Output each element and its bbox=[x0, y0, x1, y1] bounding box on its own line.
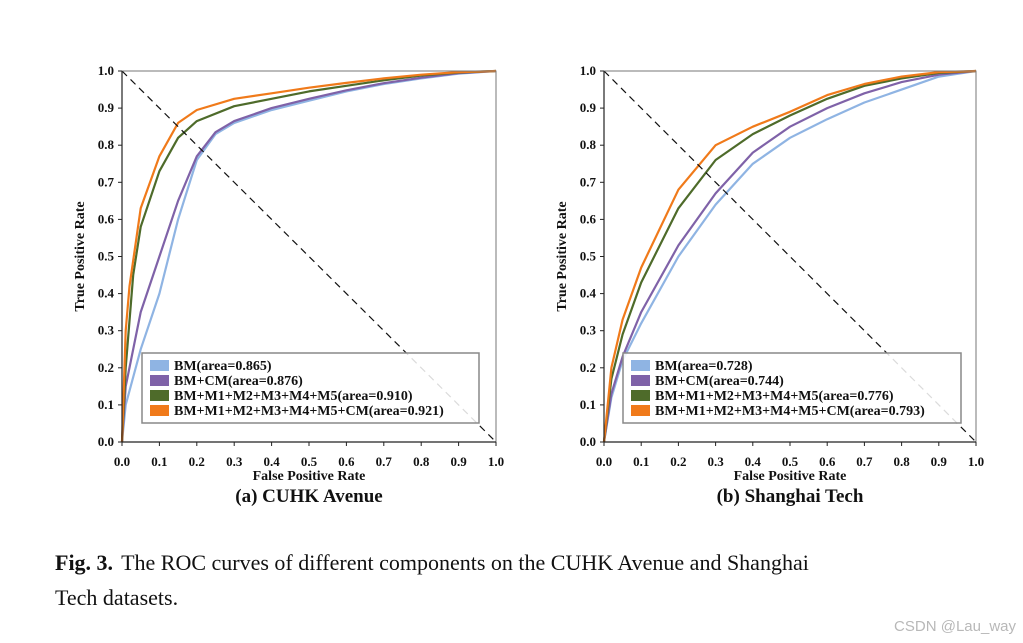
x-tick-label: 0.4 bbox=[745, 454, 762, 469]
x-tick-label: 0.6 bbox=[338, 454, 355, 469]
legend-label: BM(area=0.728) bbox=[655, 359, 753, 374]
legend-label: BM+M1+M2+M3+M4+M5+CM(area=0.793) bbox=[655, 404, 925, 419]
x-tick-label: 0.3 bbox=[707, 454, 724, 469]
y-axis-label: True Positive Rate bbox=[73, 201, 88, 311]
y-tick-label: 0.7 bbox=[580, 174, 597, 189]
y-tick-label: 0.1 bbox=[580, 397, 596, 412]
caption-text: The ROC curves of different components o… bbox=[121, 550, 809, 575]
y-tick-label: 0.0 bbox=[98, 434, 114, 449]
y-tick-label: 0.4 bbox=[98, 286, 115, 301]
y-tick-label: 0.9 bbox=[98, 100, 115, 115]
x-tick-label: 0.7 bbox=[376, 454, 393, 469]
y-tick-label: 0.3 bbox=[98, 323, 115, 338]
roc-chart-1: 0.0 0.1 0.2 0.3 0.4 0.5 0.6 0.7 0.8 0.9 1.0 0.0 0.1 0… bbox=[73, 63, 504, 507]
x-tick-label: 0.5 bbox=[301, 454, 318, 469]
series-line-2 bbox=[120, 69, 497, 443]
x-tick-label: 0.1 bbox=[151, 454, 167, 469]
y-tick-label: 0.1 bbox=[98, 397, 114, 412]
x-tick-label: 0.7 bbox=[856, 454, 873, 469]
series-line-3 bbox=[602, 69, 977, 443]
series-line-4 bbox=[602, 69, 977, 443]
x-tick-label: 0.6 bbox=[819, 454, 836, 469]
x-tick-label: 0.2 bbox=[189, 454, 205, 469]
y-tick-label: 0.2 bbox=[580, 360, 596, 375]
y-tick-label: 0.5 bbox=[580, 249, 597, 264]
x-tick-label: 1.0 bbox=[968, 454, 984, 469]
legend-label: BM+M1+M2+M3+M4+M5+CM(area=0.921) bbox=[174, 404, 444, 419]
x-axis-label: False Positive Rate bbox=[253, 469, 366, 484]
x-tick-label: 0.1 bbox=[633, 454, 649, 469]
legend-label: BM+M1+M2+M3+M4+M5(area=0.910) bbox=[174, 389, 413, 404]
legend-swatch bbox=[631, 360, 650, 371]
x-tick-label: 0.0 bbox=[114, 454, 130, 469]
legend-label: BM+CM(area=0.876) bbox=[174, 374, 303, 389]
y-tick-label: 0.8 bbox=[98, 137, 115, 152]
x-tick-label: 0.8 bbox=[413, 454, 430, 469]
legend-box bbox=[141, 352, 480, 424]
y-tick-label: 0.5 bbox=[98, 249, 115, 264]
y-tick-label: 0.4 bbox=[580, 286, 597, 301]
y-tick-label: 0.3 bbox=[580, 323, 597, 338]
legend-swatch bbox=[150, 375, 169, 386]
chart-title: (b) Shanghai Tech bbox=[717, 486, 864, 507]
x-tick-label: 0.9 bbox=[931, 454, 948, 469]
x-tick-label: 0.4 bbox=[263, 454, 280, 469]
y-axis-label: True Positive Rate bbox=[555, 201, 570, 311]
roc-chart-2: 0.0 0.1 0.2 0.3 0.4 0.5 0.6 0.7 0.8 0.9 1.0 0.0 0.1 0… bbox=[555, 63, 984, 507]
x-tick-label: 1.0 bbox=[488, 454, 504, 469]
y-tick-label: 0.6 bbox=[98, 211, 115, 226]
legend-label: BM+CM(area=0.744) bbox=[655, 374, 784, 389]
y-tick-label: 1.0 bbox=[98, 63, 114, 78]
series-line-3 bbox=[120, 69, 497, 443]
y-tick-label: 0.6 bbox=[580, 211, 597, 226]
legend-swatch bbox=[150, 390, 169, 401]
legend-label: BM(area=0.865) bbox=[174, 359, 272, 374]
legend-swatch bbox=[631, 375, 650, 386]
y-tick-label: 0.9 bbox=[580, 100, 597, 115]
x-tick-label: 0.5 bbox=[782, 454, 799, 469]
y-tick-label: 0.8 bbox=[580, 137, 597, 152]
y-tick-label: 0.0 bbox=[580, 434, 596, 449]
x-tick-label: 0.8 bbox=[893, 454, 910, 469]
x-tick-label: 0.3 bbox=[226, 454, 243, 469]
legend-box bbox=[622, 352, 962, 424]
legend-swatch bbox=[150, 360, 169, 371]
watermark: CSDN @Lau_way bbox=[894, 618, 1016, 635]
y-tick-label: 1.0 bbox=[580, 63, 596, 78]
caption-label: Fig. 3. bbox=[55, 550, 113, 575]
y-tick-label: 0.2 bbox=[98, 360, 114, 375]
caption-line-1: Fig. 3. The ROC curves of different compo… bbox=[55, 550, 809, 575]
y-tick-label: 0.7 bbox=[98, 174, 115, 189]
x-tick-label: 0.9 bbox=[450, 454, 467, 469]
x-tick-label: 0.0 bbox=[596, 454, 612, 469]
x-axis-label: False Positive Rate bbox=[734, 469, 847, 484]
legend: BM(area=0.728)BM+CM(area=0.744)BM+M1+M2+… bbox=[622, 352, 962, 424]
legend-label: BM+M1+M2+M3+M4+M5(area=0.776) bbox=[655, 389, 894, 404]
legend-swatch bbox=[631, 405, 650, 416]
caption-line-2: Tech datasets. bbox=[55, 585, 178, 610]
chart-title: (a) CUHK Avenue bbox=[235, 486, 382, 507]
legend-swatch bbox=[631, 390, 650, 401]
series-line-4 bbox=[120, 69, 497, 443]
x-tick-label: 0.2 bbox=[670, 454, 686, 469]
legend: BM(area=0.865)BM+CM(area=0.876)BM+M1+M2+… bbox=[141, 352, 480, 424]
legend-swatch bbox=[150, 405, 169, 416]
